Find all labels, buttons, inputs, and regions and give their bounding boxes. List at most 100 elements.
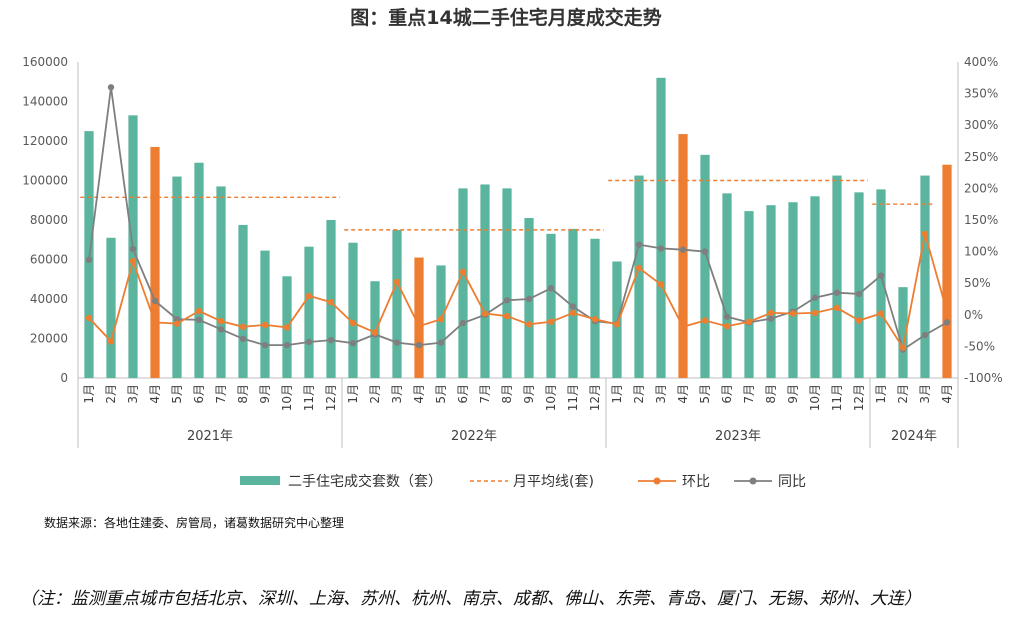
month-tick-label: 7月	[742, 384, 756, 404]
left-tick-label: 0	[60, 371, 68, 385]
yoy-point	[305, 338, 313, 346]
mom-point	[481, 310, 489, 317]
month-tick-label: 3月	[918, 384, 932, 404]
bar	[920, 175, 930, 378]
month-tick-label: 3月	[654, 384, 668, 404]
mom-point	[173, 320, 181, 327]
mom-point	[767, 309, 775, 317]
year-group-label: 2021年	[187, 429, 233, 444]
mom-point	[701, 317, 709, 324]
right-tick-label: 50%	[964, 276, 991, 290]
month-tick-label: 7月	[478, 384, 492, 404]
yoy-point	[437, 339, 445, 346]
bar	[766, 205, 776, 378]
legend-average-label: 月平均线(套)	[513, 474, 594, 490]
legend-yoy-marker	[749, 477, 757, 485]
yoy-point	[327, 336, 335, 344]
data-source-note: 数据来源：各地住建委、房管局，诸葛数据研究中心整理	[44, 515, 344, 530]
yoy-point	[525, 295, 533, 303]
bar	[942, 164, 952, 378]
right-tick-label: -50%	[964, 339, 995, 353]
year-group-label: 2024年	[891, 429, 937, 444]
left-tick-label: 100000	[22, 174, 68, 188]
yoy-point	[767, 315, 775, 322]
month-tick-label: 8月	[764, 384, 778, 404]
year-group-label: 2022年	[451, 429, 497, 444]
bar	[216, 186, 226, 378]
month-tick-label: 1月	[874, 384, 888, 404]
left-tick-label: 140000	[22, 95, 68, 109]
month-tick-label: 1月	[346, 384, 360, 404]
mom-point	[129, 257, 137, 265]
bar	[414, 257, 424, 378]
bar	[106, 237, 116, 378]
month-tick-label: 4月	[148, 384, 162, 404]
mom-point	[503, 312, 511, 320]
mom-point	[943, 308, 951, 315]
bar	[150, 146, 160, 378]
bar	[788, 202, 798, 378]
mom-point	[635, 264, 643, 272]
mom-point	[239, 323, 247, 331]
mom-point	[85, 314, 93, 322]
left-tick-label: 160000	[22, 55, 68, 69]
month-tick-label: 6月	[456, 384, 470, 404]
bar	[392, 229, 402, 378]
yoy-point	[151, 297, 159, 305]
mom-point	[591, 316, 599, 323]
month-tick-label: 9月	[258, 384, 272, 404]
mom-point	[283, 324, 291, 331]
month-tick-label: 10月	[280, 384, 294, 411]
month-tick-label: 4月	[412, 384, 426, 404]
bar	[238, 224, 248, 378]
bar	[678, 134, 688, 378]
month-tick-label: 3月	[126, 384, 140, 404]
yoy-point	[877, 272, 885, 279]
mom-point	[525, 321, 533, 328]
yoy-point	[85, 256, 93, 264]
mom-point	[393, 278, 401, 286]
yoy-point	[811, 294, 819, 301]
right-tick-label: 350%	[964, 87, 998, 101]
mom-point	[833, 304, 841, 312]
bar	[722, 193, 732, 378]
yoy-point	[217, 326, 225, 333]
mom-point	[921, 230, 929, 238]
bar	[810, 196, 820, 378]
city-coverage-note: （注：监测重点城市包括北京、深圳、上海、苏州、杭州、南京、成都、佛山、东莞、青岛…	[20, 589, 921, 609]
yoy-point	[283, 341, 291, 349]
mom-point	[855, 317, 863, 324]
mom-point	[547, 318, 555, 325]
month-tick-label: 5月	[698, 384, 712, 404]
right-tick-label: 0%	[964, 308, 983, 322]
right-tick-label: 250%	[964, 150, 998, 164]
bar	[744, 211, 754, 378]
mom-point	[459, 268, 467, 276]
bar	[260, 250, 270, 378]
month-tick-label: 4月	[676, 384, 690, 404]
month-tick-label: 6月	[720, 384, 734, 404]
month-tick-label: 2月	[632, 384, 646, 404]
bar	[348, 242, 358, 378]
bar	[612, 261, 622, 378]
yoy-point	[349, 340, 357, 347]
yoy-point	[415, 341, 423, 349]
mom-point	[327, 298, 335, 306]
mom-point	[195, 307, 203, 315]
month-tick-label: 10月	[808, 384, 822, 411]
month-tick-label: 5月	[170, 384, 184, 404]
month-tick-label: 11月	[830, 384, 844, 411]
yoy-point	[459, 319, 467, 327]
month-tick-label: 11月	[566, 384, 580, 411]
month-tick-label: 1月	[610, 384, 624, 404]
month-tick-label: 9月	[522, 384, 536, 404]
right-tick-label: 200%	[964, 181, 998, 195]
month-tick-label: 10月	[544, 384, 558, 411]
yoy-point	[679, 246, 687, 253]
mom-point	[107, 338, 115, 345]
mom-point	[349, 319, 357, 327]
legend-bar-label: 二手住宅成交套数（套）	[288, 473, 442, 490]
month-tick-label: 8月	[500, 384, 514, 404]
month-tick-label: 9月	[786, 384, 800, 404]
